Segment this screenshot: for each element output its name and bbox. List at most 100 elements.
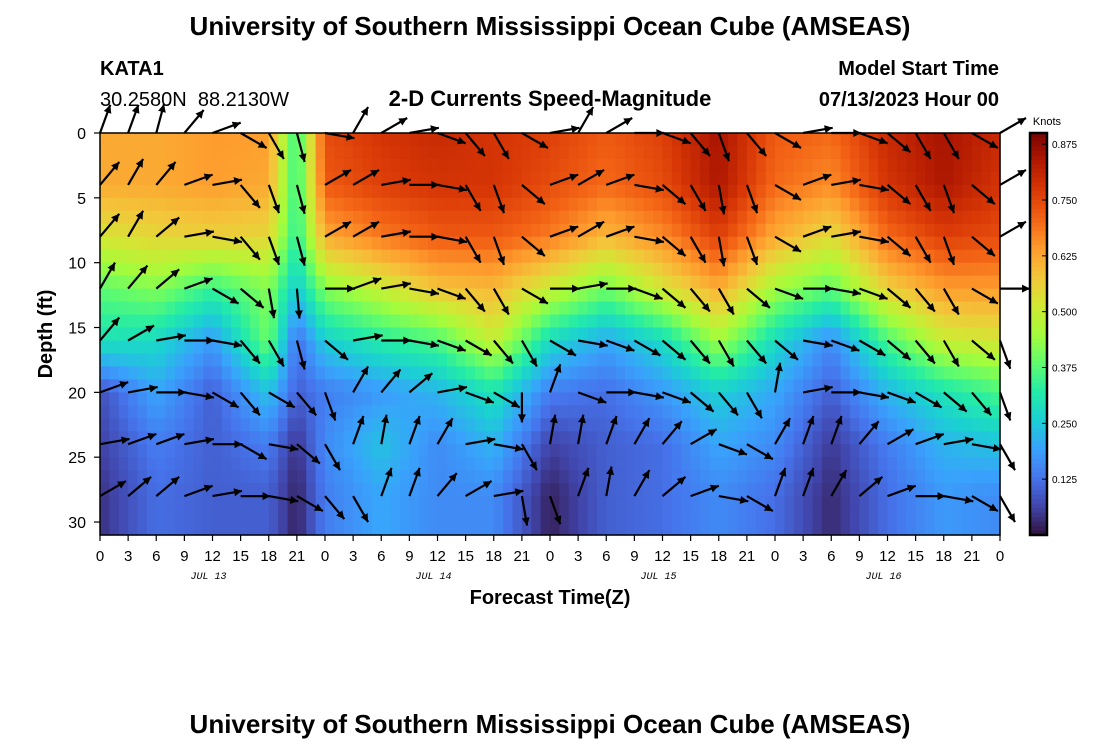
- heatmap-cell: [606, 184, 617, 199]
- heatmap-cell: [634, 262, 645, 277]
- heatmap-cell: [971, 470, 982, 484]
- current-vectors: [98, 103, 1030, 526]
- heatmap-cell: [334, 496, 345, 510]
- heatmap-cell: [146, 444, 157, 458]
- heatmap-cell: [859, 392, 870, 406]
- colorbar-segment: [1030, 195, 1047, 201]
- heatmap-cell: [315, 171, 326, 186]
- heatmap-cell: [521, 483, 532, 497]
- heatmap-cell: [137, 171, 148, 186]
- heatmap-cell: [493, 301, 504, 316]
- heatmap-cell: [446, 262, 457, 277]
- heatmap-cell: [953, 327, 964, 342]
- heatmap-cell: [746, 509, 757, 523]
- heatmap-cell: [559, 509, 570, 523]
- heatmap-cell: [221, 522, 232, 536]
- heatmap-cell: [690, 249, 701, 264]
- heatmap-cell: [728, 158, 739, 173]
- current-arrow: [98, 104, 112, 134]
- heatmap-cell: [568, 210, 579, 225]
- heatmap-cell: [362, 236, 373, 251]
- colorbar-segment: [1030, 378, 1047, 384]
- heatmap-cell: [915, 418, 926, 432]
- heatmap-cell: [240, 301, 251, 316]
- heatmap-cell: [653, 223, 664, 238]
- current-arrow: [324, 339, 349, 361]
- heatmap-cell: [146, 145, 157, 160]
- heatmap-cell: [690, 470, 701, 484]
- heatmap-cell: [765, 340, 776, 355]
- heatmap-cell: [353, 379, 364, 393]
- heatmap-cell: [240, 171, 251, 186]
- heatmap-cell: [578, 210, 589, 225]
- heatmap-cell: [540, 366, 551, 380]
- heatmap-cell: [306, 418, 317, 432]
- heatmap-cell: [334, 327, 345, 342]
- colorbar-segment: [1030, 307, 1047, 313]
- heatmap-cell: [353, 262, 364, 277]
- x-tick-label: 21: [514, 548, 531, 565]
- heatmap-cell: [934, 133, 945, 147]
- heatmap-cell: [531, 133, 542, 147]
- heatmap-cell: [625, 236, 635, 251]
- heatmap-cell: [981, 301, 992, 316]
- heatmap-cell: [165, 444, 176, 458]
- heatmap-cell: [550, 444, 560, 458]
- heatmap-cell: [821, 236, 832, 251]
- heatmap-cell: [653, 262, 664, 277]
- heatmap-cell: [662, 236, 673, 251]
- heatmap-cell: [306, 444, 317, 458]
- heatmap-cell: [671, 340, 682, 355]
- heatmap-cell: [746, 366, 757, 380]
- heatmap-cell: [193, 158, 204, 173]
- heatmap-cell: [146, 509, 157, 523]
- heatmap-cell: [250, 145, 260, 160]
- current-arrow: [886, 184, 912, 206]
- heatmap-cell: [231, 197, 242, 212]
- heatmap-cell: [887, 522, 898, 536]
- heatmap-cell: [306, 223, 317, 238]
- heatmap-cell: [737, 353, 748, 368]
- colorbar-tick-label: 0.625: [1052, 252, 1077, 263]
- heatmap-cell: [175, 236, 185, 251]
- heatmap-cell: [981, 236, 992, 251]
- heatmap-cell: [981, 353, 992, 368]
- current-arrow: [127, 324, 155, 342]
- heatmap-cell: [934, 197, 945, 212]
- heatmap-cell: [221, 457, 232, 471]
- heatmap-cell: [268, 223, 279, 238]
- heatmap-cell: [596, 171, 607, 186]
- heatmap-cell: [100, 314, 110, 329]
- heatmap-cell: [812, 457, 823, 471]
- heatmap-cell: [278, 301, 289, 316]
- heatmap-cell: [915, 509, 926, 523]
- heatmap-cell: [568, 431, 579, 445]
- heatmap-cell: [718, 133, 729, 147]
- heatmap-cell: [409, 470, 420, 484]
- heatmap-cell: [475, 405, 485, 419]
- heatmap-cell: [625, 509, 635, 523]
- heatmap-cell: [390, 327, 401, 342]
- heatmap-cell: [146, 171, 157, 186]
- heatmap-cell: [934, 223, 945, 238]
- heatmap-cell: [643, 223, 654, 238]
- heatmap-cell: [709, 197, 720, 212]
- heatmap-cell: [671, 457, 682, 471]
- heatmap-cell: [287, 301, 298, 316]
- heatmap-cell: [165, 457, 176, 471]
- heatmap-cell: [371, 496, 382, 510]
- heatmap-cell: [503, 509, 514, 523]
- heatmap-cell: [990, 262, 1001, 277]
- heatmap-cell: [868, 353, 879, 368]
- heatmap-cell: [268, 184, 279, 199]
- heatmap-cell: [203, 288, 214, 303]
- heatmap-cell: [990, 145, 1001, 160]
- heatmap-cell: [625, 249, 635, 264]
- colorbar-segment: [1030, 204, 1047, 210]
- heatmap-cell: [521, 353, 532, 368]
- heatmap-cell: [400, 444, 410, 458]
- heatmap-cell: [118, 262, 129, 277]
- heatmap-cell: [250, 522, 260, 536]
- heatmap-cell: [578, 470, 589, 484]
- heatmap-cell: [484, 444, 495, 458]
